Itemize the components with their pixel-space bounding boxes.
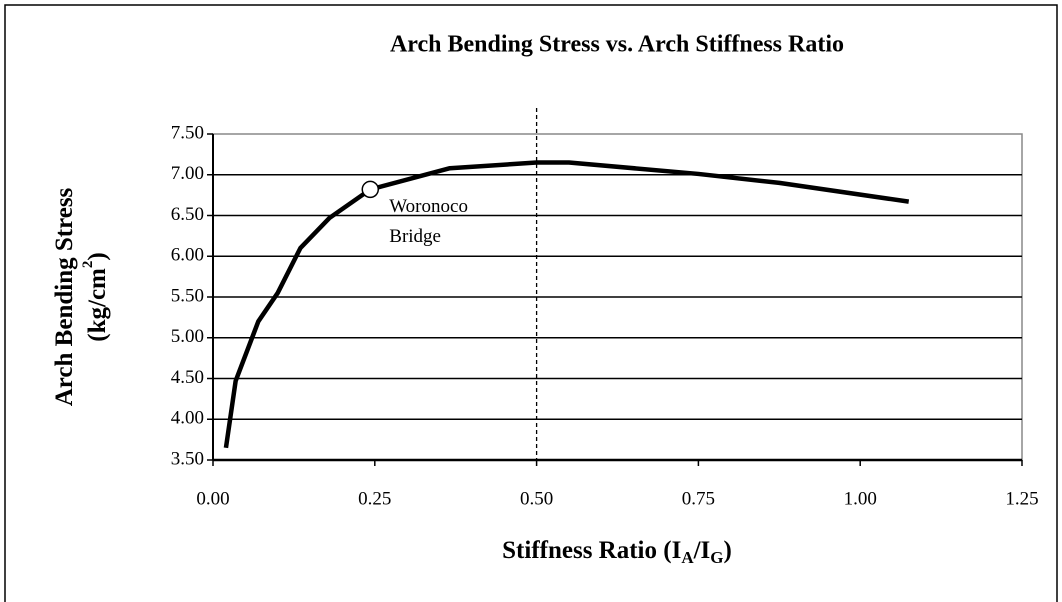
y-tick-label: 4.50 bbox=[171, 367, 204, 388]
x-tick-label: 0.25 bbox=[358, 488, 391, 509]
y-axis-label: Arch Bending Stress bbox=[51, 187, 78, 406]
y-tick-label: 6.50 bbox=[171, 204, 204, 225]
x-axis-label: Stiffness Ratio (IA/IG) bbox=[502, 537, 732, 567]
data-line bbox=[223, 160, 910, 449]
x-axis-label-part: ) bbox=[724, 537, 732, 564]
y-tick-label: 6.00 bbox=[171, 245, 204, 266]
x-tick-label: 1.25 bbox=[1005, 488, 1038, 509]
y-axis-label-part: ) bbox=[84, 252, 111, 260]
y-tick-label: 3.50 bbox=[171, 448, 204, 469]
y-tick-label: 7.50 bbox=[171, 122, 204, 143]
annotation-text: Bridge bbox=[389, 226, 441, 247]
y-tick-label: 5.00 bbox=[171, 326, 204, 347]
x-axis-label-part: A bbox=[681, 548, 694, 567]
x-axis-label-part: /I bbox=[693, 537, 711, 564]
y-axis-label-part: (kg/cm bbox=[84, 268, 111, 342]
x-tick-label: 1.00 bbox=[844, 488, 877, 509]
y-axis-label: (kg/cm2) bbox=[80, 252, 110, 341]
x-tick-label: 0.75 bbox=[682, 488, 715, 509]
annotation-text: Woronoco bbox=[389, 196, 468, 217]
chart-border bbox=[4, 4, 1058, 602]
x-axis-label-part: G bbox=[710, 548, 723, 567]
x-tick-label: 0.50 bbox=[520, 488, 553, 509]
y-axis-label-part: 2 bbox=[80, 261, 96, 269]
chart-title: Arch Bending Stress vs. Arch Stiffness R… bbox=[390, 32, 844, 58]
annotation-marker bbox=[361, 180, 380, 199]
y-tick-label: 4.00 bbox=[171, 408, 204, 429]
y-tick-label: 5.50 bbox=[171, 285, 204, 306]
y-axis-label-part: Arch Bending Stress bbox=[51, 187, 78, 406]
y-tick-label: 7.00 bbox=[171, 163, 204, 184]
x-axis-label-part: Stiffness Ratio (I bbox=[502, 537, 681, 564]
x-tick-label: 0.00 bbox=[196, 488, 229, 509]
